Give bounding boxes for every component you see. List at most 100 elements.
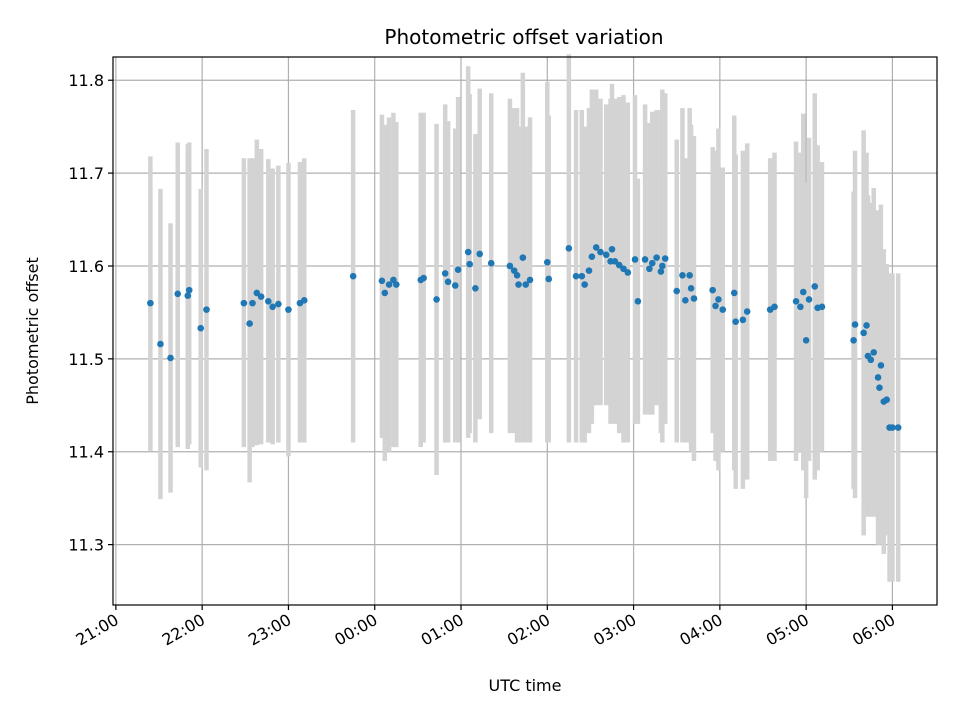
data-point — [197, 324, 205, 332]
data-point — [275, 300, 282, 308]
data-point — [641, 256, 649, 263]
data-point — [732, 318, 739, 326]
data-point — [300, 297, 308, 304]
data-point — [392, 281, 400, 288]
data-point — [771, 303, 778, 311]
data-point — [253, 289, 261, 297]
data-point — [659, 262, 666, 270]
data-point — [597, 248, 604, 256]
data-point — [799, 288, 807, 296]
data-point — [285, 306, 292, 313]
data-point — [850, 336, 857, 344]
data-point — [634, 297, 642, 305]
data-point — [615, 261, 623, 269]
data-point — [444, 278, 452, 286]
data-point — [203, 306, 210, 313]
data-point — [719, 306, 727, 313]
data-point — [565, 245, 573, 252]
data-point — [805, 296, 813, 303]
data-point — [506, 262, 514, 270]
data-point — [433, 296, 440, 303]
data-point — [515, 281, 522, 288]
data-point — [487, 259, 495, 267]
data-point — [851, 321, 859, 328]
data-point — [863, 322, 870, 329]
data-point — [673, 287, 681, 295]
data-point — [184, 292, 192, 300]
data-point — [648, 259, 656, 267]
data-point — [581, 281, 588, 288]
data-point — [441, 270, 449, 277]
data-point — [739, 316, 747, 324]
data-point — [818, 303, 826, 311]
data-point — [686, 271, 693, 279]
data-point — [543, 258, 551, 266]
data-point — [743, 308, 751, 315]
chart-title: Photometric offset variation — [384, 25, 663, 49]
data-point — [240, 299, 248, 307]
data-point — [472, 284, 479, 292]
data-point — [185, 286, 193, 294]
data-point — [513, 271, 521, 279]
data-point — [522, 281, 530, 288]
data-point — [608, 245, 616, 253]
data-point — [860, 329, 867, 337]
data-point — [679, 271, 686, 279]
data-points — [147, 244, 902, 431]
data-point — [454, 266, 462, 273]
data-point — [657, 268, 665, 275]
data-point — [877, 362, 885, 369]
data-point — [792, 297, 800, 305]
y-axis-ticks: 11.3 11.4 11.5 11.6 11.7 11.8 — [68, 71, 113, 555]
data-point — [631, 256, 639, 263]
data-point — [147, 299, 154, 307]
data-point — [545, 275, 553, 283]
data-point — [894, 424, 902, 431]
data-point — [174, 290, 182, 298]
data-point — [585, 267, 593, 274]
data-point — [578, 272, 586, 280]
data-point — [712, 302, 719, 310]
data-point — [883, 396, 890, 404]
data-point — [730, 289, 738, 297]
data-point — [870, 349, 878, 356]
data-point — [690, 295, 698, 302]
data-point — [592, 244, 600, 251]
data-point — [661, 255, 669, 262]
data-point — [349, 272, 357, 280]
data-point — [889, 424, 896, 431]
data-point — [157, 340, 164, 348]
y-tick-label: 11.5 — [68, 350, 104, 369]
data-point — [646, 265, 653, 273]
data-point — [709, 286, 716, 294]
data-point — [269, 303, 276, 311]
data-point — [167, 354, 174, 362]
x-axis-label: UTC time — [489, 676, 562, 695]
data-point — [874, 374, 882, 381]
data-point — [466, 260, 473, 268]
plot-frame — [112, 56, 938, 606]
data-point — [451, 282, 459, 289]
data-point — [246, 320, 253, 327]
data-point — [867, 356, 875, 364]
data-point — [797, 303, 804, 311]
data-point — [653, 254, 660, 261]
y-axis-label: Photometric offset — [23, 257, 42, 405]
data-point — [526, 276, 534, 284]
data-point — [464, 248, 472, 256]
data-point — [476, 250, 484, 258]
data-point — [519, 254, 527, 261]
data-point — [588, 253, 596, 260]
y-tick-label: 11.6 — [68, 257, 104, 276]
data-point — [687, 284, 695, 292]
data-point — [624, 269, 632, 276]
data-point — [378, 277, 386, 285]
y-tick-label: 11.8 — [68, 71, 104, 90]
data-point — [811, 283, 819, 290]
data-point — [602, 251, 610, 259]
data-point — [715, 296, 722, 303]
y-tick-label: 11.4 — [68, 443, 104, 462]
data-point — [420, 274, 427, 282]
y-tick-label: 11.3 — [68, 536, 104, 555]
